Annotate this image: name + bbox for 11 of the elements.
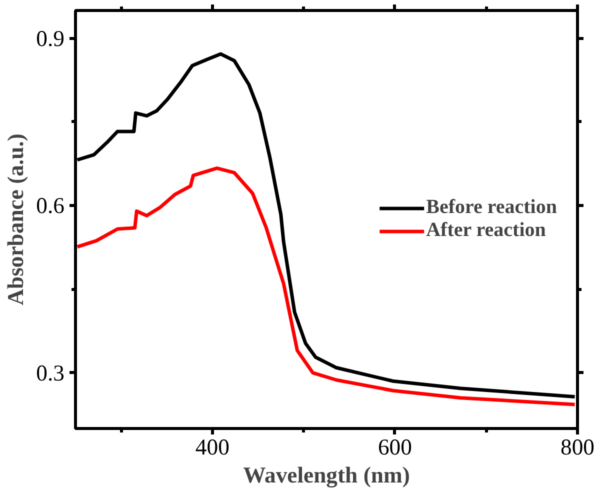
x-axis-title: Wavelength (nm) [243,462,410,488]
y-tick-label: 0.9 [36,26,65,51]
y-axis-title: Absorbance (a.u.) [3,134,28,306]
legend-label: After reaction [426,219,546,242]
y-tick-label: 0.3 [36,360,65,386]
x-tick-label: 400 [195,434,230,460]
x-tick-label: 800 [560,434,594,460]
legend-label: Before reaction [426,196,557,219]
x-tick-label: 600 [378,434,412,460]
y-tick-label: 0.6 [36,193,65,218]
line-series [76,166,577,406]
